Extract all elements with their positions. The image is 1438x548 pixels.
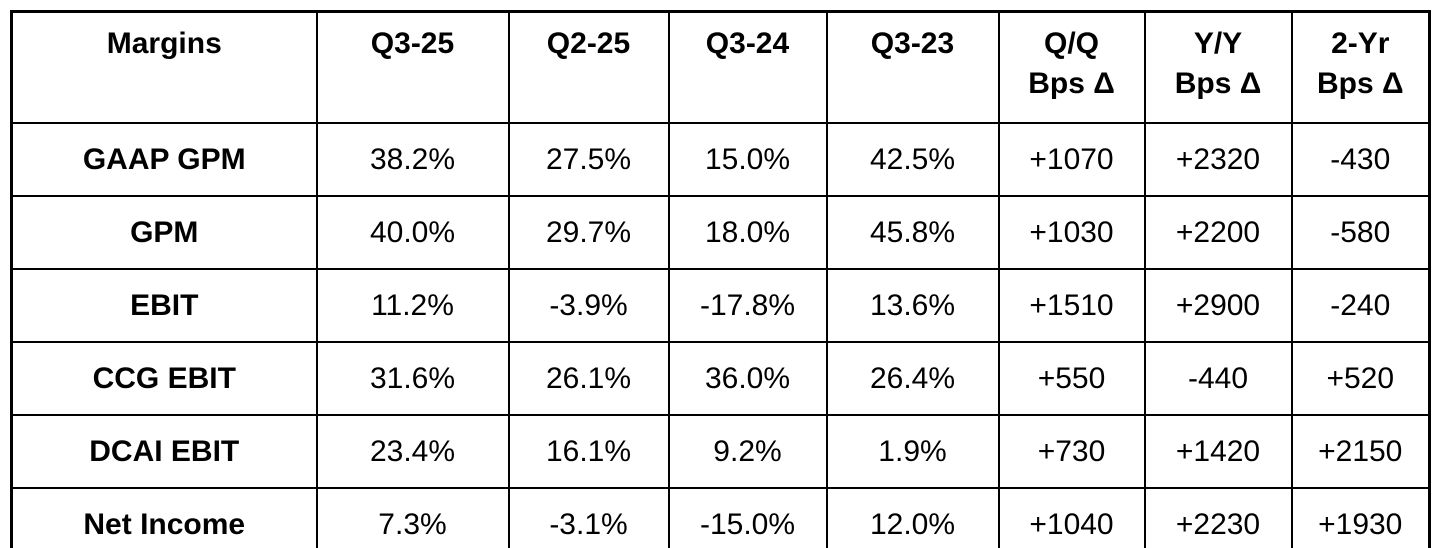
table-cell: +1030 xyxy=(997,195,1146,270)
table-cell: +2320 xyxy=(1143,122,1293,197)
table-cell: +1040 xyxy=(997,487,1146,548)
table-cell: +550 xyxy=(997,341,1146,416)
header-row: Margins Q3-25 Q2-25 Q3-24 Q3-23 Q/Q Bps … xyxy=(10,10,1431,124)
table-cell: -430 xyxy=(1290,122,1431,197)
column-header-margins: Margins xyxy=(10,10,318,124)
row-label: CCG EBIT xyxy=(10,341,318,416)
column-header-yy-bps-delta: Y/Y Bps Δ xyxy=(1143,10,1293,124)
column-header-qq-bps-delta: Q/Q Bps Δ xyxy=(997,10,1146,124)
table-cell: 29.7% xyxy=(507,195,670,270)
table-cell: +1930 xyxy=(1290,487,1431,548)
table-cell: -3.9% xyxy=(507,268,670,343)
table-cell: +730 xyxy=(997,414,1146,489)
table-row-ccg-ebit: CCG EBIT 31.6% 26.1% 36.0% 26.4% +550 -4… xyxy=(10,341,1431,416)
table-cell: -15.0% xyxy=(667,487,828,548)
table-cell: +2230 xyxy=(1143,487,1293,548)
table-cell: -240 xyxy=(1290,268,1431,343)
column-header-q3-24: Q3-24 xyxy=(667,10,828,124)
table-cell: -17.8% xyxy=(667,268,828,343)
table-cell: -440 xyxy=(1143,341,1293,416)
table-cell: 9.2% xyxy=(667,414,828,489)
table-cell: +2900 xyxy=(1143,268,1293,343)
table-row-gpm: GPM 40.0% 29.7% 18.0% 45.8% +1030 +2200 … xyxy=(10,195,1431,270)
table-body: GAAP GPM 38.2% 27.5% 15.0% 42.5% +1070 +… xyxy=(10,122,1431,548)
table-cell: 15.0% xyxy=(667,122,828,197)
table-cell: +2200 xyxy=(1143,195,1293,270)
table-header: Margins Q3-25 Q2-25 Q3-24 Q3-23 Q/Q Bps … xyxy=(10,10,1431,124)
table-cell: +1510 xyxy=(997,268,1146,343)
table-cell: +2150 xyxy=(1290,414,1431,489)
table-row-net-income: Net Income 7.3% -3.1% -15.0% 12.0% +1040… xyxy=(10,487,1431,548)
table-cell: 42.5% xyxy=(825,122,1000,197)
table-cell: 36.0% xyxy=(667,341,828,416)
table-row-ebit: EBIT 11.2% -3.9% -17.8% 13.6% +1510 +290… xyxy=(10,268,1431,343)
table-cell: 7.3% xyxy=(315,487,510,548)
table-cell: 26.4% xyxy=(825,341,1000,416)
table-row-dcai-ebit: DCAI EBIT 23.4% 16.1% 9.2% 1.9% +730 +14… xyxy=(10,414,1431,489)
table-cell: 1.9% xyxy=(825,414,1000,489)
table-cell: 13.6% xyxy=(825,268,1000,343)
row-label: GAAP GPM xyxy=(10,122,318,197)
row-label: EBIT xyxy=(10,268,318,343)
table-cell: 27.5% xyxy=(507,122,670,197)
table-cell: 11.2% xyxy=(315,268,510,343)
row-label: DCAI EBIT xyxy=(10,414,318,489)
column-header-2yr-bps-delta: 2-Yr Bps Δ xyxy=(1290,10,1431,124)
table-cell: +1070 xyxy=(997,122,1146,197)
table-cell: +520 xyxy=(1290,341,1431,416)
table-cell: 40.0% xyxy=(315,195,510,270)
row-label: Net Income xyxy=(10,487,318,548)
column-header-q2-25: Q2-25 xyxy=(507,10,670,124)
table-cell: 31.6% xyxy=(315,341,510,416)
table-cell: 23.4% xyxy=(315,414,510,489)
table-cell: 12.0% xyxy=(825,487,1000,548)
column-header-q3-25: Q3-25 xyxy=(315,10,510,124)
table-row-gaap-gpm: GAAP GPM 38.2% 27.5% 15.0% 42.5% +1070 +… xyxy=(10,122,1431,197)
table-cell: 18.0% xyxy=(667,195,828,270)
row-label: GPM xyxy=(10,195,318,270)
margins-table: Margins Q3-25 Q2-25 Q3-24 Q3-23 Q/Q Bps … xyxy=(10,10,1431,548)
table-cell: 26.1% xyxy=(507,341,670,416)
table-cell: 16.1% xyxy=(507,414,670,489)
table-cell: -580 xyxy=(1290,195,1431,270)
table-cell: 38.2% xyxy=(315,122,510,197)
table-cell: +1420 xyxy=(1143,414,1293,489)
column-header-q3-23: Q3-23 xyxy=(825,10,1000,124)
table-cell: -3.1% xyxy=(507,487,670,548)
table-cell: 45.8% xyxy=(825,195,1000,270)
